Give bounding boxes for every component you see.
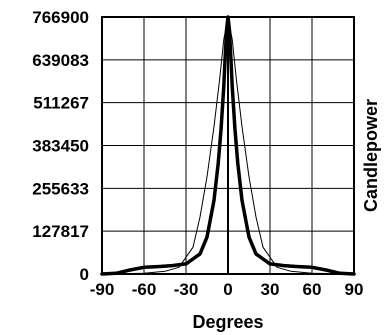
- tick-labels: -90 -60 -30 0 30 60 90 766900 639083 511267 383450…: [32, 8, 363, 299]
- x-tick-label: 60: [303, 280, 322, 299]
- y-tick-label: 127817: [32, 222, 89, 241]
- x-axis-title: Degrees: [192, 312, 263, 332]
- grid-lines: [101, 16, 355, 275]
- x-tick-label: -90: [90, 280, 115, 299]
- x-tick-label: 30: [261, 280, 280, 299]
- x-tick-label: -60: [132, 280, 157, 299]
- y-tick-label: 255633: [32, 179, 89, 198]
- y-tick-label: 383450: [32, 137, 89, 156]
- y-tick-label: 511267: [33, 94, 89, 113]
- y-tick-label: 639083: [32, 51, 89, 70]
- y-tick-label: 0: [80, 265, 89, 284]
- y-tick-label: 766900: [32, 8, 89, 27]
- x-tick-label: -30: [174, 280, 199, 299]
- x-tick-label: 90: [345, 280, 364, 299]
- x-tick-label: 0: [223, 280, 232, 299]
- plot-frame: [101, 16, 355, 275]
- y-axis-title: Candlepower: [361, 99, 381, 212]
